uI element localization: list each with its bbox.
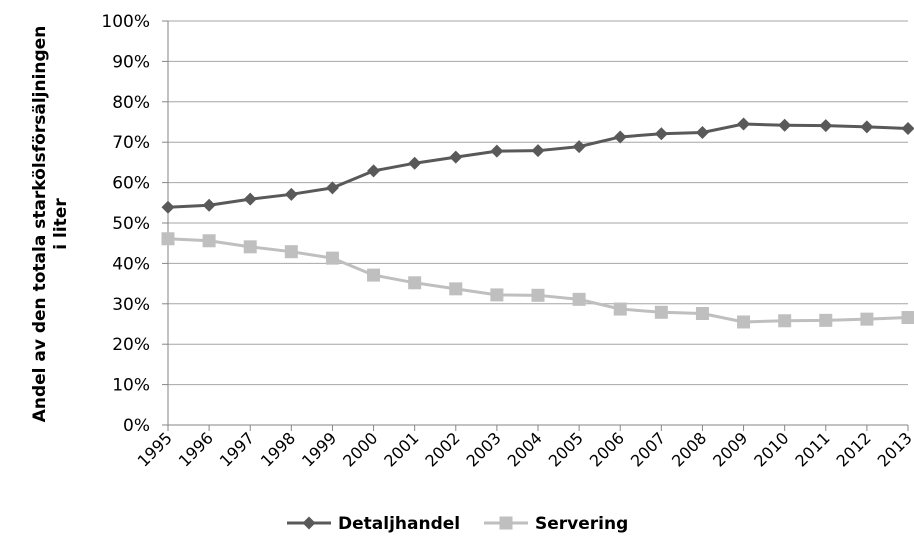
x-tick-label: 2010 (750, 428, 792, 470)
series-line (167, 237, 909, 324)
x-tick-label: 1996 (175, 428, 217, 470)
data-point (695, 306, 709, 320)
data-point (901, 311, 914, 325)
x-tick-label: 1999 (298, 428, 340, 470)
x-tick-label: 2001 (380, 428, 422, 470)
data-point (819, 313, 833, 327)
y-tick-label: 40% (112, 254, 150, 274)
data-point (449, 282, 463, 296)
axes (162, 20, 909, 431)
y-tick-label: 20% (112, 335, 150, 355)
x-tick-label: 2002 (421, 428, 463, 470)
y-axis-title-line2: i liter (51, 198, 71, 250)
data-point (325, 251, 339, 265)
data-point (367, 268, 381, 282)
series-line (167, 122, 909, 209)
x-tick-label: 2006 (586, 428, 628, 470)
y-tick-label: 30% (112, 295, 150, 315)
y-tick-label: 50% (112, 214, 150, 234)
y-tick-label: 80% (112, 93, 150, 113)
x-tick-label: 2012 (832, 428, 874, 470)
data-point (243, 240, 257, 254)
data-point (860, 312, 874, 326)
series-lines (161, 117, 914, 329)
legend-item-detaljhandel: Detaljhandel (287, 514, 460, 534)
y-tick-label: 0% (123, 416, 150, 436)
x-tick-label: 2013 (874, 428, 914, 470)
data-point (901, 121, 914, 135)
data-point (613, 130, 627, 144)
x-tick-label: 1997 (216, 428, 258, 470)
data-point (408, 276, 422, 290)
x-tick-label: 2003 (462, 428, 504, 470)
legend: Detaljhandel Servering (287, 514, 628, 534)
y-tick-label: 100% (101, 12, 150, 32)
y-axis-title-line1: Andel av den totala starkölsförsäljninge… (30, 26, 50, 423)
x-tick-label: 1998 (257, 428, 299, 470)
series-detaljhandel (161, 117, 914, 214)
data-point (695, 126, 709, 140)
legend-item-servering: Servering (484, 514, 628, 534)
y-tick-label: 90% (112, 52, 150, 72)
data-point (531, 144, 545, 158)
data-point (778, 118, 792, 132)
y-tick-label: 60% (112, 174, 150, 194)
x-tick-label: 2005 (545, 428, 587, 470)
data-point (243, 192, 257, 206)
y-tick-label: 70% (112, 133, 150, 153)
x-tick-labels: 1995199619971998199920002001200220032004… (134, 428, 914, 470)
x-tick-label: 2007 (627, 428, 669, 470)
gridlines (168, 20, 908, 386)
legend-label: Servering (535, 514, 628, 534)
y-tick-labels: 0% 10% 20% 30% 40% 50% 60% 70% 80% 90% 100% (101, 12, 150, 436)
data-point (284, 187, 298, 201)
data-point (572, 292, 586, 306)
data-point (202, 234, 216, 248)
data-point (367, 164, 381, 178)
data-point (737, 315, 751, 329)
data-point (819, 119, 833, 133)
data-point (161, 232, 175, 246)
x-tick-label: 2000 (339, 428, 381, 470)
data-point (490, 144, 504, 158)
data-point (737, 117, 751, 131)
series-servering (161, 232, 914, 329)
x-tick-label: 2009 (709, 428, 751, 470)
x-tick-label: 2008 (668, 428, 710, 470)
y-tick-label: 10% (112, 376, 150, 396)
data-point (531, 288, 545, 302)
data-point (572, 140, 586, 154)
x-tick-label: 2004 (504, 428, 546, 470)
x-tick-label: 2011 (791, 428, 833, 470)
data-point (202, 198, 216, 212)
data-point (778, 314, 792, 328)
data-point (325, 181, 339, 195)
legend-label: Detaljhandel (338, 514, 460, 534)
data-point (408, 156, 422, 170)
legend-marker (302, 516, 316, 530)
data-point (654, 305, 668, 319)
data-point (490, 288, 504, 302)
data-point (654, 127, 668, 141)
data-point (860, 120, 874, 134)
data-point (613, 302, 627, 316)
data-point (284, 245, 298, 259)
data-point (449, 150, 463, 164)
legend-marker (499, 516, 513, 530)
data-point (161, 200, 175, 214)
